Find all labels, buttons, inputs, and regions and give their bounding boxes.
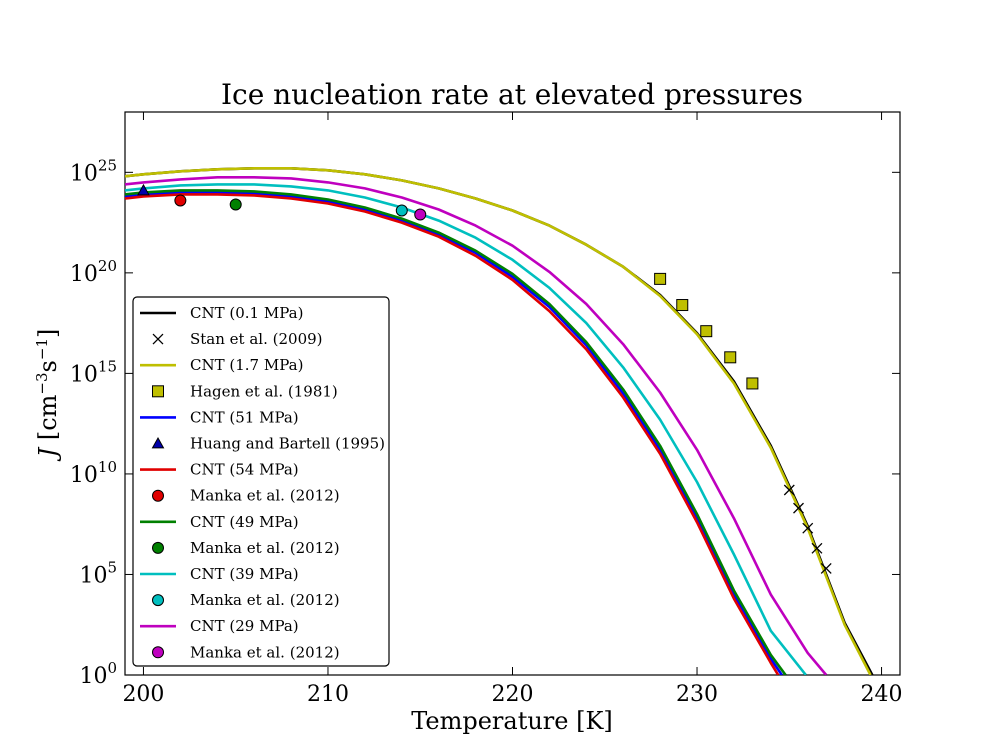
legend-item-cnt-29-mpa: CNT (29 MPa): [140, 617, 299, 635]
legend-swatch-marker: [152, 385, 164, 398]
y-tick-label: 1010: [70, 458, 117, 488]
legend-label: Manka et al. (2012): [190, 591, 340, 609]
y-tick-label: 100: [79, 659, 117, 689]
data-point-stan-et-al-2009: [820, 562, 832, 574]
x-tick-label: 200: [122, 682, 164, 707]
y-axis-label-unit-post: ]: [34, 329, 62, 338]
legend-item-cnt-49-mpa: CNT (49 MPa): [140, 513, 299, 531]
series-line-cnt-1-7-mpa: [125, 167, 872, 675]
data-point-hagen-et-al-1981: [724, 351, 737, 364]
y-axis-label: J [cm−3s−1]: [33, 329, 62, 463]
legend: CNT (0.1 MPa) Stan et al. (2009) CNT (1.7 …: [132, 296, 390, 667]
legend-box: [132, 296, 390, 667]
y-tick-label: 1025: [70, 156, 117, 186]
data-point-manka-et-al-2012: [395, 204, 408, 217]
series-line-cnt-51-mpa: [125, 191, 783, 675]
legend-item-manka-et-al-2012: Manka et al. (2012): [152, 591, 340, 609]
data-point-stan-et-al-2009: [811, 542, 823, 554]
legend-item-hagen-et-al-1981: Hagen et al. (1981): [152, 382, 338, 400]
legend-item-cnt-0-1-mpa: CNT (0.1 MPa): [140, 304, 303, 322]
plot-area: 200 210 220 230 240 100 105 1010 1015 1020 1025: [70, 111, 903, 707]
series-line-cnt-54-mpa: [125, 193, 780, 675]
legend-item-cnt-39-mpa: CNT (39 MPa): [140, 565, 299, 583]
data-point-huang-and-bartell-1995: [137, 183, 150, 196]
x-axis-label: Temperature [K]: [411, 707, 613, 735]
series-layer: [125, 167, 874, 675]
x-tick-label: 210: [307, 682, 349, 707]
data-point-hagen-et-al-1981: [746, 377, 759, 390]
y-axis-label-exp2: −1: [33, 338, 51, 360]
legend-item-manka-et-al-2012: Manka et al. (2012): [152, 539, 340, 557]
x-tick-label: 240: [861, 682, 903, 707]
legend-label: CNT (39 MPa): [190, 565, 299, 583]
y-axis-label-group: J [cm−3s−1]: [33, 329, 62, 463]
legend-label: CNT (49 MPa): [190, 513, 299, 531]
legend-label: Hagen et al. (1981): [190, 382, 338, 400]
series-line-cnt-49-mpa: [125, 189, 787, 675]
y-axis-label-exp1: −3: [33, 372, 51, 394]
legend-label: Manka et al. (2012): [190, 487, 340, 505]
legend-swatch-marker: [152, 489, 164, 502]
y-axis-label-mid: s: [34, 360, 62, 372]
data-point-stan-et-al-2009: [783, 484, 795, 496]
data-point-manka-et-al-2012: [414, 208, 427, 221]
legend-item-manka-et-al-2012: Manka et al. (2012): [152, 487, 340, 505]
legend-label: Manka et al. (2012): [190, 539, 340, 557]
legend-swatch-marker: [152, 541, 164, 554]
legend-item-manka-et-al-2012: Manka et al. (2012): [152, 643, 340, 661]
legend-label: CNT (51 MPa): [190, 408, 299, 426]
x-tick-label: 220: [492, 682, 534, 707]
legend-label: Stan et al. (2009): [190, 330, 323, 348]
legend-label: CNT (0.1 MPa): [190, 304, 303, 322]
legend-label: Huang and Bartell (1995): [190, 435, 385, 453]
legend-item-stan-et-al-2009: Stan et al. (2009): [152, 330, 323, 348]
data-point-hagen-et-al-1981: [700, 325, 713, 338]
data-point-hagen-et-al-1981: [676, 299, 689, 312]
legend-item-cnt-54-mpa: CNT (54 MPa): [140, 461, 299, 479]
legend-swatch-marker: [152, 333, 164, 345]
data-point-manka-et-al-2012: [229, 198, 242, 211]
legend-swatch-marker: [152, 594, 164, 607]
tick-layer: 200 210 220 230 240 100 105 1010 1015 1020 1025: [70, 112, 903, 707]
legend-label: CNT (1.7 MPa): [190, 356, 303, 374]
y-axis-label-var: J: [34, 446, 62, 462]
data-point-hagen-et-al-1981: [654, 272, 667, 285]
legend-label: Manka et al. (2012): [190, 643, 340, 661]
legend-label: CNT (29 MPa): [190, 617, 299, 635]
y-tick-label: 1020: [70, 257, 117, 287]
data-point-stan-et-al-2009: [802, 522, 814, 534]
data-point-manka-et-al-2012: [174, 194, 187, 207]
y-tick-label: 105: [79, 558, 117, 588]
legend-item-huang-and-bartell-1995: Huang and Bartell (1995): [151, 435, 385, 453]
legend-item-cnt-51-mpa: CNT (51 MPa): [140, 408, 299, 426]
x-tick-label: 230: [676, 682, 718, 707]
y-axis-label-unit-pre: [cm: [34, 394, 62, 447]
data-point-stan-et-al-2009: [793, 502, 804, 514]
legend-swatch-marker: [152, 646, 164, 659]
chart-title: Ice nucleation rate at elevated pressure…: [221, 78, 803, 111]
series-line-cnt-29-mpa: [125, 176, 828, 675]
legend-swatch-marker: [151, 436, 165, 449]
series-line-cnt-39-mpa: [125, 183, 807, 675]
legend-item-cnt-1-7-mpa: CNT (1.7 MPa): [140, 356, 303, 374]
legend-label: CNT (54 MPa): [190, 461, 299, 479]
legend-items: CNT (0.1 MPa) Stan et al. (2009) CNT (1.7 …: [140, 304, 385, 661]
y-tick-label: 1015: [70, 357, 117, 387]
